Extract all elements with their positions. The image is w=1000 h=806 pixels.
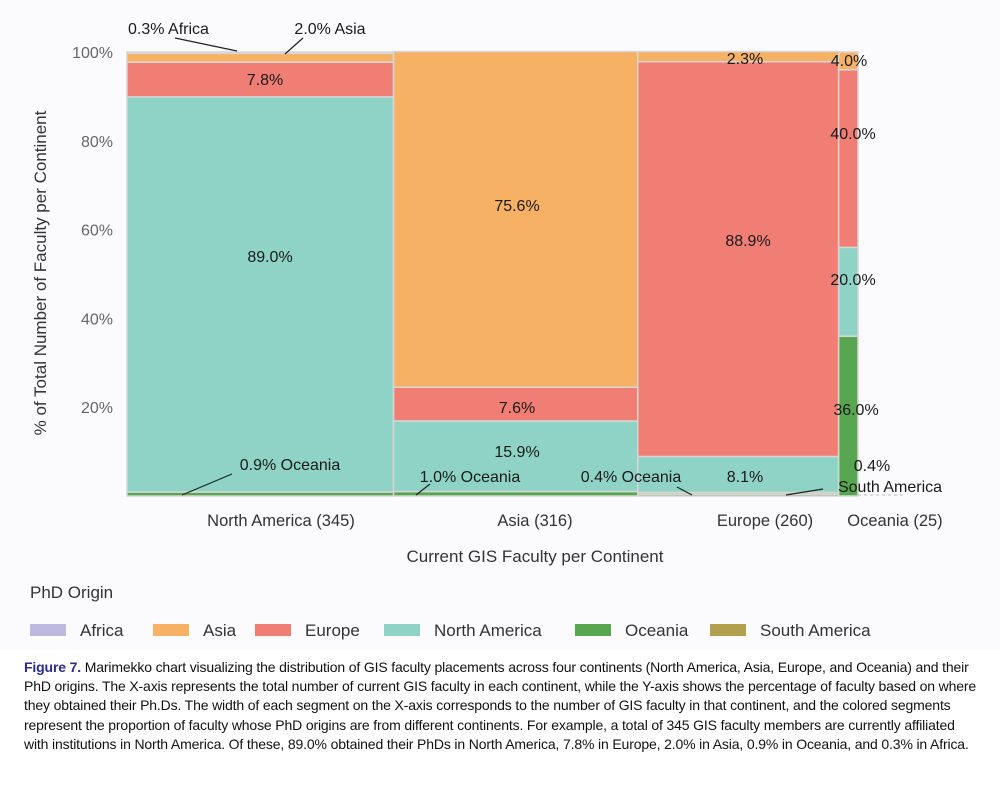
legend: Africa Asia Europe North America Oceania Sout… [30, 621, 871, 640]
figure-caption: Figure 7. Marimekko chart visualizing th… [24, 658, 982, 754]
legend-swatch-europe [255, 624, 291, 636]
data-label: 15.9% [494, 444, 539, 461]
legend-swatch-asia [153, 624, 189, 636]
legend-label-oceania: Oceania [625, 621, 689, 640]
x-axis-title: Current GIS Faculty per Continent [406, 547, 663, 566]
data-label: 7.6% [499, 400, 535, 417]
bar-segment-north-america-north-america [126, 96, 395, 493]
x-axis-labels: North America (345) Asia (316) Europe (260… [207, 512, 943, 530]
y-tick-label: 60% [81, 223, 113, 240]
legend-title: PhD Origin [30, 583, 113, 602]
data-label: 1.0% Oceania [420, 469, 521, 486]
data-label: 88.9% [725, 233, 770, 250]
callout-line [174, 37, 238, 52]
bar-segment-oceania-europe [837, 69, 859, 249]
legend-label-north-america: North America [434, 621, 542, 640]
data-label: 0.4% [854, 458, 890, 475]
bar-segment-north-america-asia [126, 52, 395, 63]
callout-line [415, 483, 431, 496]
data-label: 36.0% [833, 402, 878, 419]
x-tick-label: Oceania (25) [847, 512, 942, 530]
legend-swatch-south-america [710, 624, 746, 636]
bar-segment-europe-europe [637, 61, 840, 458]
y-axis-ticks: 20% 40% 60% 80% 100% [72, 45, 113, 417]
y-tick-label: 100% [72, 45, 113, 62]
data-label: 2.3% [727, 51, 763, 68]
marimekko-chart: 20% 40% 60% 80% 100% 0.3% Africa 2.0% Asia 7.8… [30, 21, 943, 640]
legend-swatch-oceania [575, 624, 611, 636]
y-tick-label: 40% [81, 311, 113, 328]
data-label: 4.0% [831, 53, 867, 70]
y-tick-label: 80% [81, 134, 113, 151]
bar-segment-oceania-north-america [837, 246, 859, 337]
data-label: 0.3% Africa [128, 21, 209, 38]
data-labels: 0.3% Africa 2.0% Asia 7.8% 89.0% 0.9% Oceani… [128, 21, 942, 496]
x-tick-label: North America (345) [207, 512, 355, 530]
bars [126, 50, 859, 497]
data-label: South America [838, 479, 942, 496]
data-label: 40.0% [830, 126, 875, 143]
legend-label-europe: Europe [305, 621, 360, 640]
callout-line [785, 488, 824, 496]
bar-segment-north-america-africa [126, 51, 395, 55]
legend-swatch-north-america [384, 624, 420, 636]
data-label: 7.8% [247, 72, 283, 89]
x-tick-label: Europe (260) [717, 512, 813, 530]
data-label: 8.1% [727, 469, 763, 486]
legend-swatch-africa [30, 624, 66, 636]
callout-line [676, 486, 693, 496]
legend-label-asia: Asia [203, 621, 237, 640]
y-tick-label: 20% [81, 400, 113, 417]
bar-segment-asia-asia [392, 50, 639, 388]
legend-label-africa: Africa [80, 621, 124, 640]
data-label: 20.0% [830, 272, 875, 289]
callout-line [181, 473, 233, 496]
bar-segment-oceania-asia [837, 51, 859, 71]
data-label: 75.6% [494, 198, 539, 215]
figure-label: Figure 7. [24, 659, 81, 675]
callout-lines [174, 37, 905, 496]
data-label: 89.0% [247, 249, 292, 266]
legend-label-south-america: South America [760, 621, 871, 640]
callout-line [284, 37, 304, 55]
x-tick-label: Asia (316) [497, 512, 572, 530]
data-label: 2.0% Asia [294, 21, 365, 38]
y-axis-title: % of Total Number of Faculty per Contine… [31, 110, 50, 435]
data-label: 0.9% Oceania [240, 457, 341, 474]
data-label: 0.4% Oceania [581, 469, 682, 486]
caption-text: Marimekko chart visualizing the distribu… [24, 659, 977, 752]
bar-segment-asia-europe [392, 386, 639, 422]
